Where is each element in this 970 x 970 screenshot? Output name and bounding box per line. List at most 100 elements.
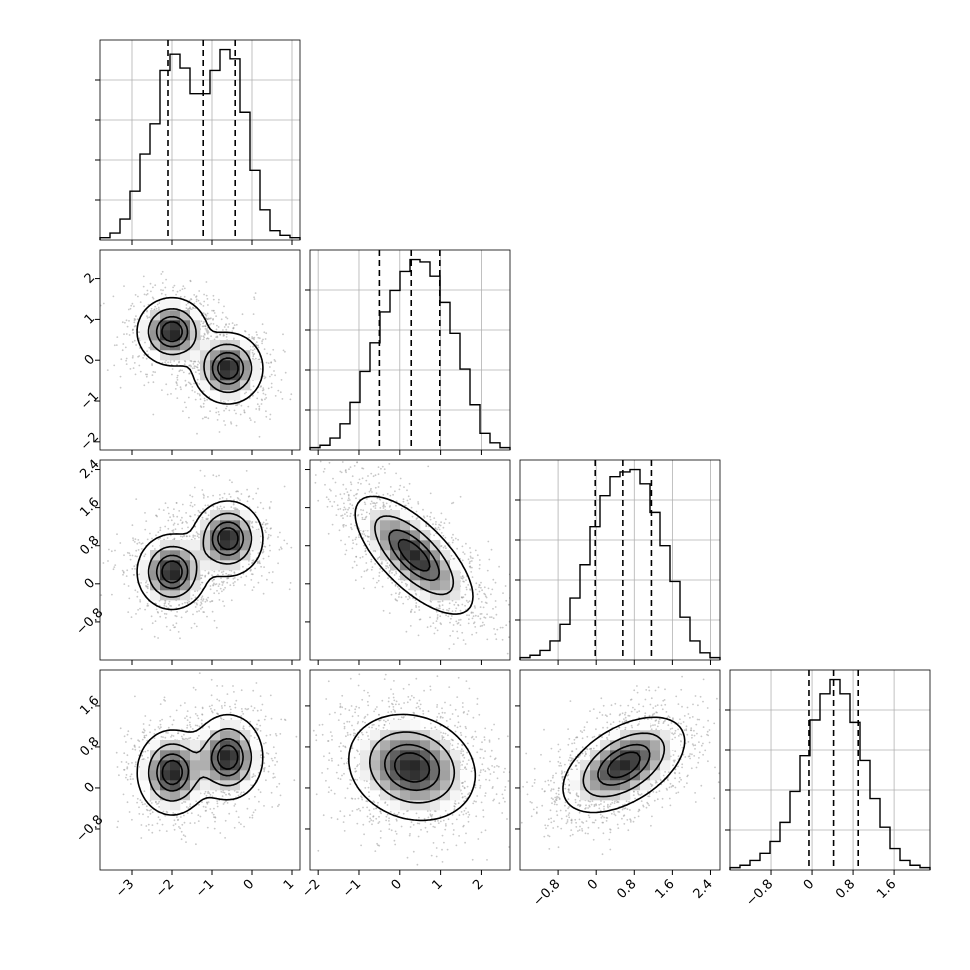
scatter-point xyxy=(457,604,460,607)
scatter-point xyxy=(145,805,148,808)
density-cell xyxy=(140,560,151,571)
scatter-point xyxy=(426,626,429,629)
scatter-point xyxy=(252,689,255,692)
scatter-point xyxy=(585,804,587,807)
scatter-point xyxy=(417,835,420,838)
scatter-point xyxy=(469,588,471,591)
scatter-point xyxy=(159,723,162,726)
scatter-point xyxy=(656,798,659,801)
scatter-point xyxy=(601,815,604,817)
scatter-point xyxy=(365,553,367,556)
scatter-point xyxy=(167,732,169,734)
scatter-point xyxy=(278,803,280,806)
scatter-point xyxy=(493,628,495,630)
scatter-point xyxy=(361,467,363,470)
scatter-point xyxy=(160,273,163,275)
scatter-point xyxy=(648,714,651,717)
scatter-point xyxy=(192,360,195,363)
scatter-point xyxy=(272,746,275,749)
scatter-point xyxy=(214,816,217,818)
scatter-point xyxy=(311,454,313,456)
scatter-point xyxy=(255,344,258,347)
scatter-point xyxy=(189,494,192,497)
scatter-point xyxy=(592,708,595,710)
scatter-point xyxy=(106,369,109,371)
scatter-point xyxy=(194,706,197,709)
scatter-point xyxy=(606,726,609,729)
density-cell xyxy=(190,540,201,551)
scatter-point xyxy=(672,764,674,767)
y-tick-label: 2.4 xyxy=(77,457,102,482)
density-cell xyxy=(380,520,391,531)
scatter-point xyxy=(493,723,495,726)
scatter-point xyxy=(610,812,613,815)
scatter-point xyxy=(184,801,187,803)
scatter-point xyxy=(441,735,443,737)
contour-line xyxy=(397,538,431,572)
scatter-point xyxy=(357,715,360,717)
scatter-point xyxy=(179,519,182,522)
scatter-point xyxy=(111,593,113,596)
density-cell xyxy=(450,780,461,791)
scatter-point xyxy=(451,744,454,747)
scatter-point xyxy=(457,637,459,639)
scatter-point xyxy=(300,450,302,452)
scatter-point xyxy=(176,376,179,379)
density-cell xyxy=(230,560,241,571)
scatter-point xyxy=(189,280,192,283)
scatter-point xyxy=(388,634,390,636)
scatter-point xyxy=(215,315,218,317)
scatter-point xyxy=(237,794,240,797)
scatter-point xyxy=(134,294,137,296)
scatter-point xyxy=(191,728,194,730)
scatter-point xyxy=(559,762,562,765)
scatter-point xyxy=(157,306,160,309)
scatter-point xyxy=(252,394,254,397)
scatter-point xyxy=(656,704,659,706)
scatter-point xyxy=(361,796,363,799)
scatter-point xyxy=(225,800,227,803)
scatter-point xyxy=(491,765,493,767)
scatter-point xyxy=(331,505,334,508)
scatter-point xyxy=(162,289,164,292)
scatter-point xyxy=(658,718,661,721)
scatter-point xyxy=(154,728,156,731)
scatter-point xyxy=(263,770,265,773)
scatter-point xyxy=(227,326,230,328)
scatter-point xyxy=(501,638,504,641)
scatter-point xyxy=(100,594,103,596)
scatter-point xyxy=(567,798,570,800)
scatter-point xyxy=(356,779,358,781)
scatter-point xyxy=(476,697,479,700)
scatter-point xyxy=(407,598,409,601)
scatter-point xyxy=(132,537,134,540)
scatter-point xyxy=(343,502,345,505)
scatter-point xyxy=(526,781,528,784)
density-cell xyxy=(210,740,221,751)
scatter-point xyxy=(405,630,408,633)
scatter-point xyxy=(148,829,150,831)
scatter-point xyxy=(388,572,391,574)
density-cell xyxy=(170,330,181,341)
scatter-point xyxy=(391,582,394,584)
scatter-point xyxy=(265,519,268,521)
scatter-point xyxy=(454,610,457,612)
scatter-point xyxy=(386,565,389,567)
scatter-point xyxy=(381,465,384,468)
scatter-point xyxy=(481,624,484,627)
scatter-point xyxy=(154,371,157,374)
density-cell xyxy=(200,780,211,791)
scatter-point xyxy=(386,804,389,806)
scatter-point xyxy=(188,364,191,367)
scatter-point xyxy=(485,778,487,781)
density-cell xyxy=(370,750,381,761)
scatter-point xyxy=(332,477,334,480)
scatter-point xyxy=(578,829,581,831)
scatter-point xyxy=(450,617,452,620)
scatter-point xyxy=(469,661,471,663)
density-cell xyxy=(150,340,161,351)
scatter-point xyxy=(557,789,560,792)
density-cell xyxy=(230,520,241,531)
scatter-point xyxy=(350,483,353,486)
density-cell xyxy=(220,540,231,551)
